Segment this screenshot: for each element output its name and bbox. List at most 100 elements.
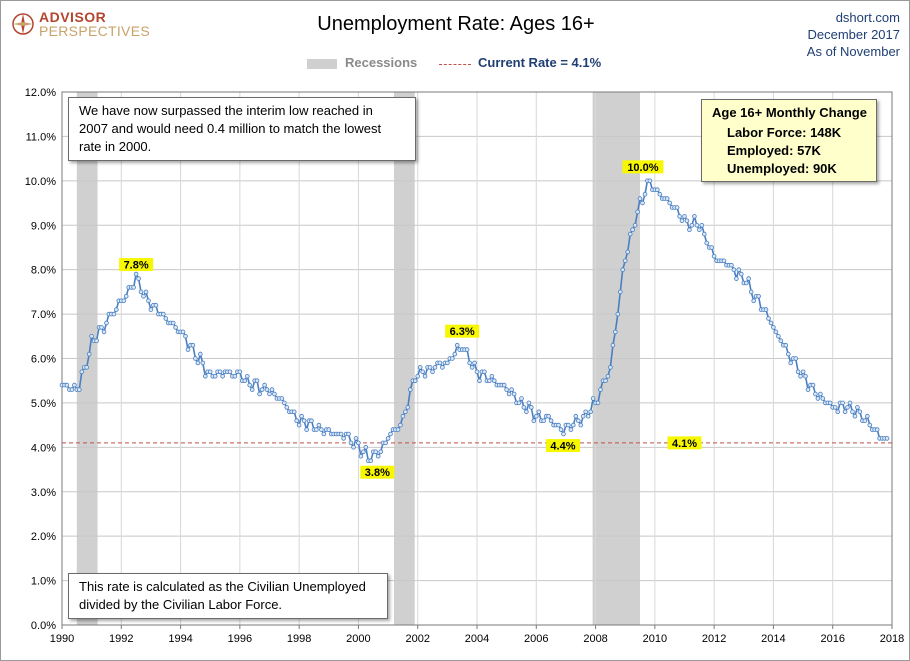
logo-text-line2: PERSPECTIVES [39, 23, 150, 39]
data-point [521, 405, 527, 410]
data-point [632, 223, 638, 228]
series-line [59, 178, 890, 464]
data-point [440, 365, 445, 370]
data-point [805, 387, 811, 392]
data-point [133, 271, 139, 277]
data-point [163, 316, 169, 321]
data-point [647, 178, 653, 184]
y-tick-label: 1.0% [31, 576, 56, 588]
y-tick-label: 8.0% [31, 265, 56, 277]
data-point [314, 427, 319, 432]
data-point [751, 298, 756, 304]
data-point [689, 223, 695, 228]
data-point [820, 396, 826, 401]
data-point [86, 351, 92, 357]
data-point [121, 298, 127, 304]
data-point [403, 409, 408, 415]
data-point [77, 387, 82, 392]
data-point [432, 365, 438, 370]
data-point [346, 431, 351, 437]
x-tick-label: 1994 [168, 633, 192, 645]
data-point [430, 369, 435, 375]
data-point [321, 431, 327, 437]
data-point [766, 316, 771, 321]
data-point [684, 218, 690, 224]
data-point [884, 436, 890, 441]
data-point [711, 253, 717, 259]
data-point [667, 200, 672, 206]
data-point [341, 436, 346, 441]
data-label: 4.4% [550, 441, 575, 453]
data-point [464, 347, 470, 352]
data-point [259, 387, 265, 392]
data-point [721, 258, 727, 264]
data-point [687, 227, 692, 233]
data-point [378, 449, 384, 455]
data-point [682, 214, 687, 219]
as-of-label: As of November [806, 44, 900, 59]
date-label: December 2017 [807, 27, 901, 42]
data-point [269, 387, 275, 392]
data-point [170, 320, 176, 326]
x-tick-label: 2008 [583, 633, 607, 645]
data-point [536, 409, 542, 415]
x-tick-label: 2012 [702, 633, 726, 645]
data-point [696, 227, 702, 233]
data-point [368, 458, 374, 464]
data-label-background [622, 160, 664, 174]
data-point [161, 311, 166, 317]
data-point [533, 413, 539, 419]
data-point [467, 360, 472, 366]
data-point [437, 360, 443, 366]
data-point [375, 453, 381, 459]
data-point [264, 387, 270, 392]
data-point [294, 418, 300, 424]
data-point [798, 373, 803, 379]
data-point [383, 440, 388, 446]
data-label-background [667, 436, 702, 450]
x-tick-label: 2004 [465, 633, 489, 645]
data-point [699, 223, 705, 228]
data-point [674, 205, 680, 210]
data-point [99, 325, 104, 330]
y-tick-label: 5.0% [31, 398, 56, 410]
data-point [608, 365, 613, 370]
data-point [573, 413, 579, 419]
data-point [566, 422, 571, 428]
data-point [864, 413, 870, 419]
data-point [247, 382, 253, 388]
data-point [385, 436, 391, 441]
data-point [104, 320, 109, 326]
data-label: 6.3% [450, 326, 475, 338]
data-point [190, 342, 196, 348]
data-point [731, 267, 737, 273]
data-point [353, 436, 359, 441]
data-point [363, 444, 369, 450]
data-point [348, 440, 354, 446]
data-point [677, 214, 682, 219]
legend: Recessions Current Rate = 4.1% [1, 55, 910, 73]
data-point [301, 418, 307, 424]
x-tick-label: 1992 [109, 633, 133, 645]
data-point [531, 418, 537, 424]
data-point [69, 387, 75, 392]
data-point [237, 369, 243, 375]
data-point [578, 422, 584, 428]
data-point [427, 365, 433, 370]
employed-change: Employed: 57K [727, 143, 821, 158]
data-point [815, 396, 821, 401]
data-point [153, 302, 159, 308]
legend-current-rate-line [439, 64, 471, 65]
data-label: 10.0% [627, 162, 658, 174]
data-point [692, 214, 697, 219]
data-point [195, 360, 201, 366]
data-point [734, 276, 739, 281]
data-point [420, 369, 426, 375]
axes: 0.0% 1.0% 2.0% 3.0% 4.0% 5.0% 6.0% 7.0% 8.0% 9.0%… [25, 87, 904, 645]
data-point [874, 427, 880, 432]
y-tick-label: 2.0% [31, 531, 56, 543]
data-point [519, 396, 524, 401]
data-point [203, 373, 208, 379]
data-point [832, 405, 838, 410]
data-point [756, 293, 761, 299]
